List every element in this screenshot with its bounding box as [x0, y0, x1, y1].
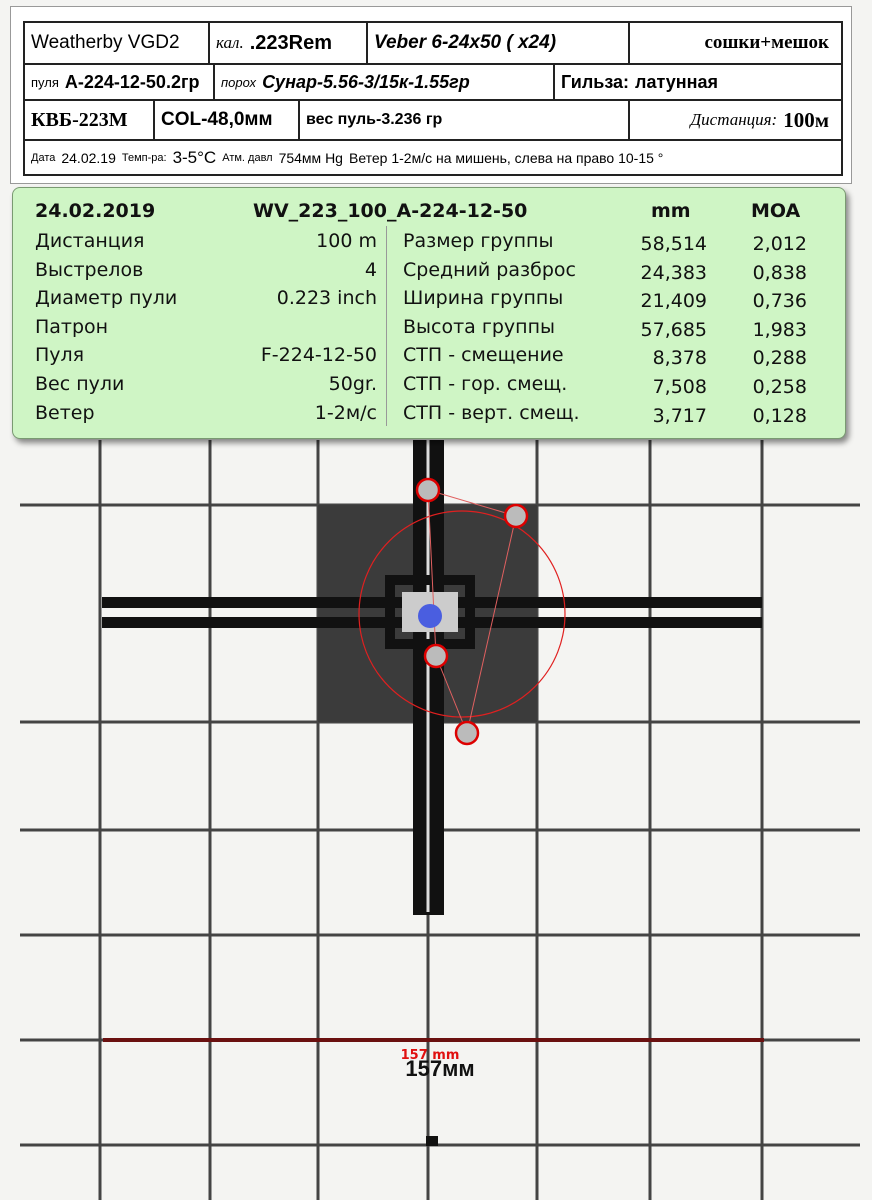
header-cell: Дистанция: 100м — [630, 101, 841, 139]
header-cell: Weatherby VGD2 — [25, 23, 210, 63]
panel-head: mm — [651, 200, 691, 222]
panel-moa: 1,983 — [752, 318, 807, 341]
header-cell: вес пуль-3.236 гр — [300, 101, 630, 139]
header-cell: порох Сунар-5.56-3/15к-1.55гр — [215, 65, 555, 99]
panel-label: СТП - гор. смещ. — [403, 373, 568, 395]
header-text: Weatherby VGD2 — [31, 32, 180, 53]
header-text: Гильза: — [561, 71, 630, 92]
panel-label: Средний разброс — [403, 258, 576, 281]
panel-value: 100 m — [316, 230, 377, 252]
panel-label: Патрон — [35, 315, 109, 338]
panel-mm: 8,378 — [652, 347, 707, 370]
info-panel: 24.02.2019 WV_223_100_A-224-12-50 mm MOA Дис… — [12, 187, 846, 439]
header-text: .223Rem — [249, 31, 332, 54]
header-text: кал. — [216, 33, 244, 52]
header-row: КВБ-223М COL-48,0мм вес пуль-3.236 гр Диста… — [23, 99, 843, 139]
header-cell: кал. .223Rem — [210, 23, 368, 63]
panel-label: СТП - верт. смещ. — [403, 401, 580, 424]
poi-center — [418, 604, 442, 628]
panel-head: 24.02.2019 — [35, 200, 156, 222]
header-row: пуля А-224-12-50.2гр порох Сунар-5.56-3/15к… — [23, 63, 843, 99]
panel-label: Диаметр пули — [35, 287, 178, 310]
header-text: Сунар-5.56-3/15к-1.55гр — [262, 71, 470, 92]
panel-mm: 7,508 — [652, 376, 707, 398]
header-text: 24.02.19 — [61, 149, 116, 166]
scale-label: 157мм — [405, 1056, 474, 1081]
panel-head: MOA — [751, 200, 801, 222]
panel-label: Ветер — [35, 401, 95, 424]
panel-moa: 0,128 — [752, 404, 807, 427]
panel-mm: 58,514 — [640, 233, 707, 255]
panel-label: Выстрелов — [35, 258, 144, 281]
header-text: КВБ-223М — [31, 108, 128, 131]
panel-mm: 21,409 — [640, 290, 707, 313]
header-text: Дата — [31, 151, 56, 164]
panel-value: 50gr. — [328, 373, 377, 395]
header-cell: пуля А-224-12-50.2гр — [25, 65, 215, 99]
panel-moa: 0,736 — [752, 290, 807, 313]
panel-moa: 0,258 — [752, 376, 807, 398]
header-cell: КВБ-223М — [25, 101, 155, 139]
header-text: 754мм Hg — [278, 149, 343, 166]
panel-value: 0.223 inch — [276, 287, 377, 310]
header-cell: сошки+мешок — [630, 23, 841, 63]
header-row: Weatherby VGD2 кал. .223Rem Veber 6-24x50 (… — [23, 21, 843, 63]
header-text: Темп-ра: — [121, 151, 167, 164]
header-text: пуля — [31, 74, 59, 90]
marker — [426, 1136, 438, 1146]
panel-divider — [386, 226, 387, 426]
header: Weatherby VGD2 кал. .223Rem Veber 6-24x50 (… — [10, 6, 852, 184]
panel-mm: 24,383 — [640, 261, 707, 284]
panel-moa: 0,288 — [752, 347, 807, 370]
panel-label: Высота группы — [403, 315, 555, 338]
shots — [415, 477, 529, 746]
header-text: порох — [221, 74, 257, 90]
panel-label: Дистанция — [35, 230, 145, 252]
panel-mm: 57,685 — [640, 318, 707, 341]
panel-value: 1-2м/с — [314, 401, 377, 424]
panel-label: Пуля — [35, 344, 85, 367]
header-row: Дата 24.02.19 Темп-ра: 3-5°C Атм. давл 754мм … — [23, 139, 843, 176]
panel-value: 4 — [364, 258, 377, 281]
header-text: Ветер 1-2м/с на мишень, слева на право 1… — [348, 149, 664, 166]
header-cell: Veber 6-24x50 ( x24) — [368, 23, 630, 63]
header-cell: Гильза: латунная — [555, 65, 841, 99]
header-text: 100м — [783, 107, 829, 132]
panel-label: СТП - смещение — [403, 344, 564, 367]
header-text: вес пуль-3.236 гр — [306, 111, 443, 128]
header-text: латунная — [635, 71, 719, 92]
panel-label: Вес пули — [35, 373, 125, 395]
measure-label: 157 mm — [401, 1048, 460, 1063]
header-text: А-224-12-50.2гр — [64, 71, 200, 92]
header-cell: COL-48,0мм — [155, 101, 300, 139]
panel-moa: 2,012 — [752, 233, 807, 255]
panel-value: F-224-12-50 — [260, 344, 377, 367]
header-cell: Дата 24.02.19 Темп-ра: 3-5°C Атм. давл 754мм … — [25, 141, 841, 174]
header-text: Атм. давл — [222, 151, 273, 164]
header-text: сошки+мешок — [704, 32, 829, 53]
panel-label: Ширина группы — [403, 287, 564, 310]
center-box — [385, 575, 475, 649]
header-text: 3-5°C — [172, 147, 217, 167]
panel-mm: 3,717 — [652, 404, 707, 427]
panel-moa: 0,838 — [752, 261, 807, 284]
panel-label: Размер группы — [403, 230, 554, 252]
header-text: Дистанция: — [690, 110, 778, 129]
group-circle — [358, 510, 566, 718]
header-text: COL-48,0мм — [161, 109, 273, 130]
header-text: Veber 6-24x50 ( x24) — [374, 32, 557, 53]
panel-head: WV_223_100_A-224-12-50 — [253, 200, 528, 222]
